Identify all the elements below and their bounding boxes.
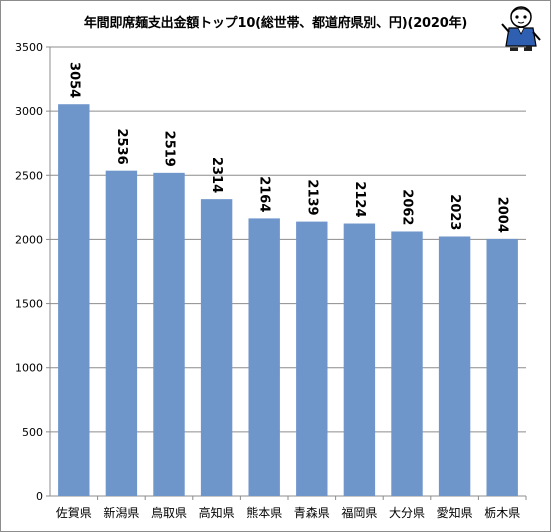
x-tick-label: 佐賀県 — [56, 506, 92, 520]
x-tick-label: 福岡県 — [341, 505, 377, 520]
y-tick-label: 3500 — [15, 41, 43, 54]
data-label: 2062 — [400, 189, 415, 225]
data-label: 2536 — [114, 128, 129, 164]
y-tick-label: 3000 — [15, 105, 43, 118]
data-label: 3054 — [66, 62, 81, 98]
y-tick-label: 1000 — [15, 362, 43, 375]
data-label: 2164 — [257, 176, 272, 212]
data-labels: 3054 2536 2519 2314 2164 2139 2124 2062 2023 2004 — [66, 62, 509, 233]
y-tick-label: 0 — [36, 490, 43, 503]
data-label: 2139 — [304, 179, 319, 215]
data-label: 2023 — [447, 194, 462, 230]
bar — [296, 221, 328, 496]
x-tick-label: 栃木県 — [484, 506, 520, 520]
data-label: 2004 — [495, 197, 510, 233]
x-tick-label: 青森県 — [294, 505, 330, 520]
bar — [58, 104, 90, 497]
y-tick-labels: 0 500 1000 1500 2000 2500 3000 3500 — [15, 41, 43, 503]
x-tick-label: 高知県 — [199, 505, 235, 520]
bar — [248, 218, 280, 496]
bar — [438, 236, 471, 496]
chart-title: 年間即席麺支出金額トップ10(総世帯、都道府県別、円)(2020年) — [83, 16, 468, 31]
data-label: 2519 — [162, 131, 177, 167]
bars — [58, 104, 518, 497]
bar — [200, 199, 233, 496]
x-tick-label: 鳥取県 — [151, 505, 187, 520]
y-tick-label: 1500 — [15, 298, 43, 311]
y-tick-label: 500 — [22, 426, 43, 439]
y-tick-label: 2000 — [15, 233, 43, 246]
bar — [153, 172, 185, 497]
data-label: 2314 — [209, 157, 224, 193]
x-tick-label: 愛知県 — [437, 506, 473, 520]
bar — [486, 238, 518, 496]
x-tick-label: 熊本県 — [246, 505, 282, 520]
bar — [343, 223, 376, 496]
mascot-character-icon — [501, 6, 541, 51]
x-tick-label: 大分県 — [389, 506, 425, 520]
data-label: 2124 — [352, 181, 367, 217]
bar — [105, 170, 138, 497]
y-tick-label: 2500 — [15, 169, 43, 182]
x-tick-labels: 佐賀県 新潟県 鳥取県 高知県 熊本県 青森県 福岡県 大分県 愛知県 栃木県 — [56, 505, 520, 520]
bar — [391, 231, 423, 496]
x-tick-label: 新潟県 — [103, 505, 139, 520]
